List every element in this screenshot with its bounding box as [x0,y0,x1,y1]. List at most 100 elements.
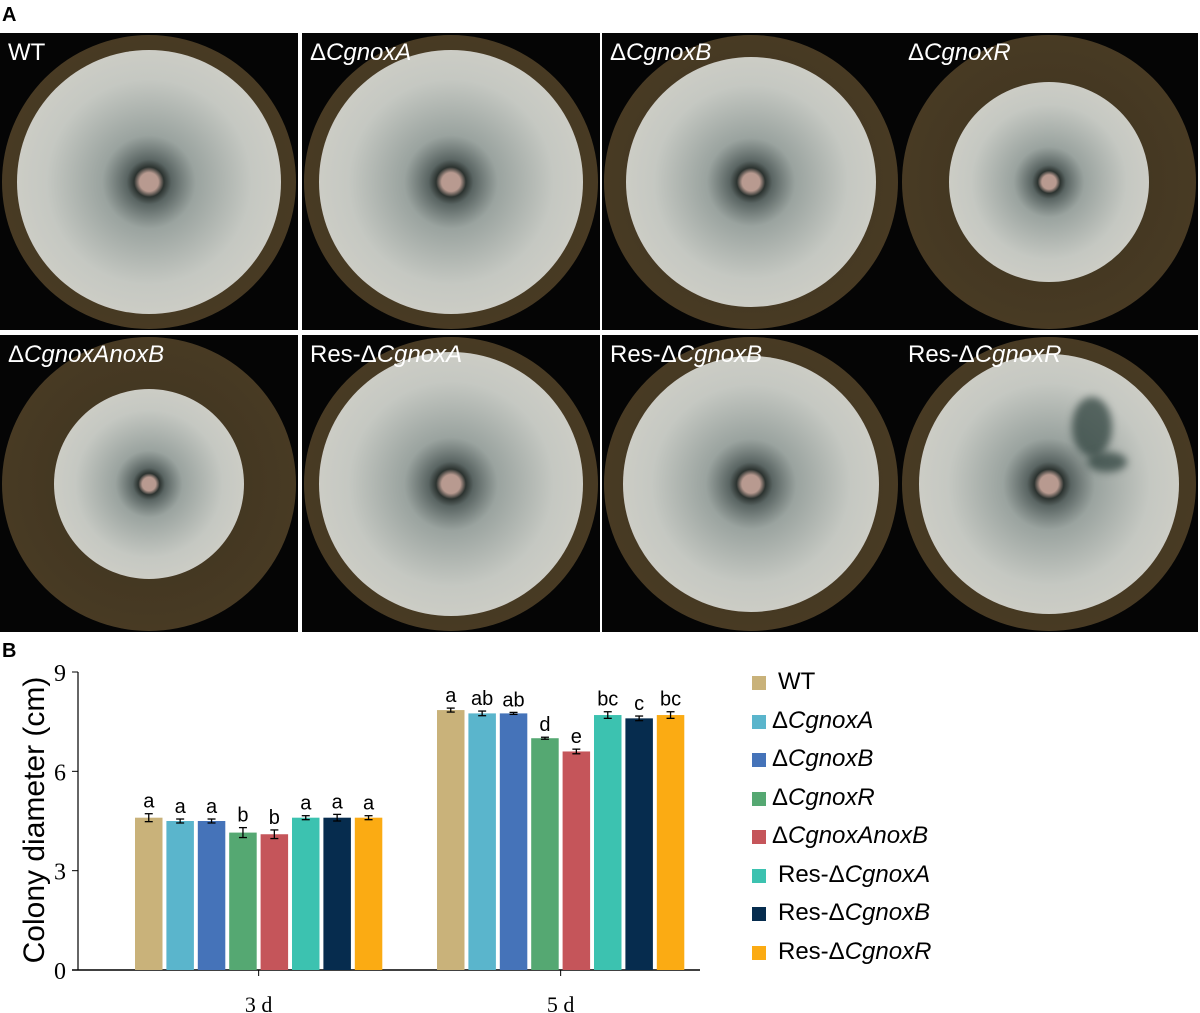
bar [499,713,528,970]
y-tick-label: 9 [54,661,66,687]
significance-letter: ab [502,689,524,711]
significance-letter: ab [471,688,493,710]
bar [354,817,383,970]
colony-photo: WT [0,33,298,330]
label-prefix: Res-Δ [778,937,845,965]
legend-swatch [752,830,766,844]
fungal-colony [626,56,876,307]
photo-label: Res-ΔCgnoxR [908,341,1061,369]
fungal-colony [949,81,1149,282]
petri-dish [2,34,296,329]
bar [625,718,653,970]
colony-photo: Res-ΔCgnoxR [900,335,1198,632]
x-tick-label: 5 d [547,992,575,1013]
y-tick-label: 0 [54,959,66,985]
significance-letter: a [143,791,155,813]
significance-letter: a [332,791,344,813]
bar [260,834,289,970]
panel-a-label: A [2,4,17,26]
y-tick-label: 3 [54,860,66,886]
label-gene: CgnoxA [326,39,412,66]
legend-swatch [752,714,766,729]
photo-label: WT [8,39,45,67]
significance-letter: b [269,807,280,829]
legend-item: Res-ΔCgnoxA [778,861,930,889]
label-gene: CgnoxR [788,783,875,811]
fungal-colony [17,49,281,314]
significance-letter: a [445,685,457,707]
colony-photo: ΔCgnoxR [900,33,1198,330]
label-gene: CgnoxB [788,745,874,772]
label-gene: CgnoxA [788,706,874,734]
fungal-colony [54,388,244,579]
photo-label: ΔCgnoxA [310,39,411,67]
bar [229,832,257,970]
dark-patch [1072,396,1112,457]
bar [562,751,591,970]
label-prefix: Res-Δ [778,899,845,926]
label-gene: CgnoxR [844,937,932,965]
legend-item: ΔCgnoxB [772,745,873,773]
bar [135,817,163,970]
label-gene: CgnoxR [974,341,1062,368]
label-prefix: Res-Δ [908,341,975,368]
label-gene: CgnoxB [844,899,931,926]
bar [197,821,226,970]
fungal-colony [319,351,583,616]
photo-label: ΔCgnoxAnoxB [8,341,164,369]
label-prefix: WT [778,668,816,695]
significance-letter: bc [660,689,681,711]
label-prefix: WT [8,39,46,66]
bar [656,715,685,970]
significance-letter: a [300,793,312,815]
colony-photo: Res-ΔCgnoxA [302,335,600,632]
legend-swatch [752,945,766,960]
petri-dish [2,336,296,631]
photo-label: Res-ΔCgnoxB [610,341,762,369]
legend-item: ΔCgnoxAnoxB [772,822,928,850]
label-prefix: Res-Δ [310,341,377,368]
label-gene: CgnoxB [676,341,763,368]
significance-letter: e [571,726,582,748]
label-prefix: Δ [772,783,789,811]
petri-dish [604,336,898,631]
label-gene: CgnoxA [376,341,463,368]
fungal-colony [919,353,1179,614]
legend-item: ΔCgnoxR [772,784,875,812]
petri-dish [902,34,1196,329]
petri-dish [304,34,598,329]
legend-item: ΔCgnoxA [772,707,873,735]
label-prefix: Δ [908,39,925,66]
bar [437,710,465,970]
x-tick-label: 3 d [245,992,273,1013]
fungal-colony [319,49,583,314]
colony-photo-grid: WT ΔCgnoxA ΔCgnoxB ΔCgnoxR ΔCgnoxAnoxB Res-ΔC… [0,33,1200,633]
y-axis-label: Colony diameter (cm) [18,677,51,964]
legend-swatch [752,791,766,806]
legend-item: WT [778,668,815,696]
label-prefix: Δ [610,39,627,66]
legend-swatch [752,868,766,883]
bar [531,738,559,970]
colony-photo: ΔCgnoxA [302,33,600,330]
significance-letter: bc [597,689,618,711]
y-tick-label: 6 [54,760,66,786]
label-gene: CgnoxA [844,860,931,888]
significance-letter: c [634,693,644,715]
label-prefix: Δ [310,39,327,66]
label-prefix: Res-Δ [778,860,845,888]
fungal-colony [623,355,879,612]
photo-label: ΔCgnoxR [908,39,1011,67]
significance-letter: a [363,793,375,815]
panel-b-label: B [2,640,17,662]
legend-swatch [752,753,766,767]
label-prefix: Δ [772,706,789,734]
label-prefix: Δ [772,745,789,772]
label-gene: CgnoxAnoxB [788,822,929,849]
photo-label: ΔCgnoxB [610,39,711,67]
significance-letter: b [237,805,248,827]
label-gene: CgnoxR [924,39,1011,66]
legend-swatch [752,676,766,690]
label-prefix: Δ [8,341,25,368]
